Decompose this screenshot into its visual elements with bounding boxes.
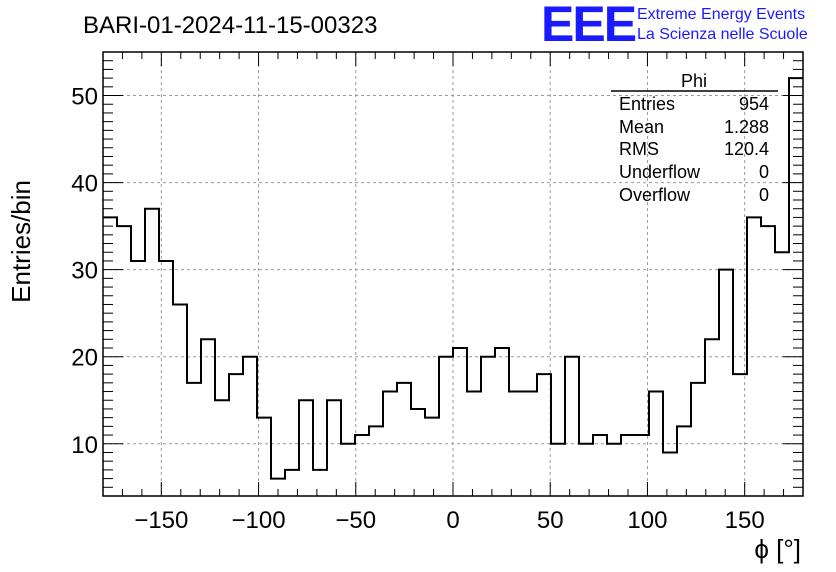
x-tick-label: 150 [725, 507, 765, 534]
eee-logo-line1: Extreme Energy Events [637, 6, 805, 23]
tick-labels: −150 −100 −50 0 50 100 150 10 20 30 40 50 [71, 84, 764, 534]
y-tick-label: 10 [71, 432, 98, 459]
stats-mean-label: Mean [619, 117, 664, 137]
y-tick-label: 50 [71, 84, 98, 111]
stats-rms-value: 120.4 [724, 139, 769, 159]
stats-name: Phi [681, 71, 707, 91]
stats-mean-value: 1.288 [724, 117, 769, 137]
stats-underflow-label: Underflow [619, 162, 701, 182]
stats-overflow-value: 0 [759, 185, 769, 205]
y-tick-label: 30 [71, 258, 98, 285]
stats-rms-label: RMS [619, 139, 659, 159]
stats-entries-value: 954 [739, 94, 769, 114]
chart-title: BARI-01-2024-11-15-00323 [83, 12, 377, 39]
x-axis-title: ϕ [°] [754, 534, 801, 564]
x-tick-label: −150 [134, 507, 188, 534]
grid-lines [103, 52, 803, 496]
eee-logo: EEE Extreme Energy Events La Scienza nel… [541, 0, 808, 52]
axis-ticks [102, 51, 804, 496]
y-tick-label: 20 [71, 345, 98, 372]
x-tick-label: −50 [335, 507, 376, 534]
stats-underflow-value: 0 [759, 162, 769, 182]
y-tick-label: 40 [71, 171, 98, 198]
eee-logo-mark: EEE [541, 0, 636, 52]
x-tick-label: −100 [232, 507, 286, 534]
x-tick-label: 100 [627, 507, 667, 534]
stats-overflow-label: Overflow [619, 185, 691, 205]
x-tick-label: 50 [537, 507, 564, 534]
eee-logo-line2: La Scienza nelle Scuole [637, 26, 808, 43]
histogram-line [103, 77, 803, 480]
x-tick-label: 0 [446, 507, 459, 534]
y-axis-title: Entries/bin [6, 180, 36, 303]
stats-entries-label: Entries [619, 94, 675, 114]
stats-box: Phi Entries 954 Mean 1.288 RMS 120.4 Und… [611, 71, 778, 205]
